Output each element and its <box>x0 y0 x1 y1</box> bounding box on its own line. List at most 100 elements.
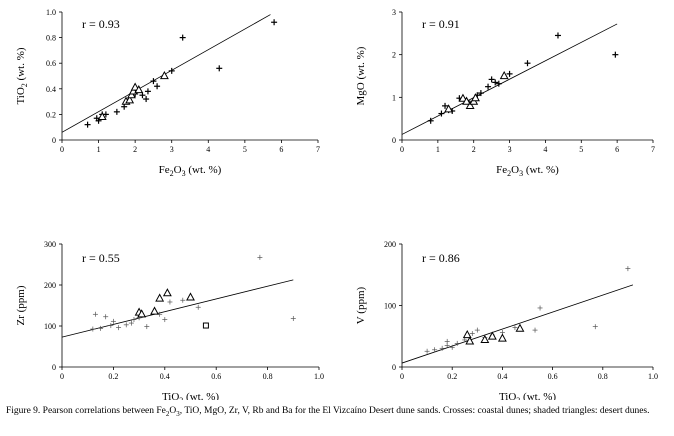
x-tick-label: 0 <box>400 145 404 154</box>
cross-point <box>444 338 450 344</box>
y-tick-label: 100 <box>384 302 396 311</box>
cross-point <box>108 323 114 329</box>
cross-point <box>92 311 98 317</box>
x-tick-label: 1.0 <box>314 372 324 381</box>
chart-panel-4: 0 0.2 0.4 0.6 0.8 1.0 0 100 200 r = 0.86 TiO2 (wt.… <box>355 240 658 400</box>
cross-point <box>524 60 531 67</box>
cross-point <box>271 19 278 26</box>
caption-prefix: Figure 9. Pearson correlations between F… <box>6 406 166 416</box>
cross-point <box>432 347 438 353</box>
cross-point <box>532 327 538 333</box>
triangle-point <box>462 329 472 339</box>
cross-point <box>150 78 157 85</box>
x-tick-label: 0.4 <box>160 372 170 381</box>
x-tick-label: 7 <box>316 145 320 154</box>
triangle-point <box>458 93 468 102</box>
cross-point <box>438 110 445 117</box>
x-tick-label: 7 <box>651 145 655 154</box>
figure-caption: Figure 9. Pearson correlations between F… <box>6 405 668 420</box>
x-tick-label: 3 <box>508 145 512 154</box>
y-tick-label: 200 <box>384 240 396 249</box>
cross-point <box>113 108 120 115</box>
y-tick-label: 0 <box>52 363 56 372</box>
y-tick-label: 200 <box>44 281 56 290</box>
y-tick-label: 0 <box>392 363 396 372</box>
cross-point <box>495 80 502 87</box>
cross-point <box>180 297 186 303</box>
cross-point <box>103 314 109 320</box>
cross-point <box>144 324 150 330</box>
cross-point <box>84 121 91 128</box>
cross-point <box>290 316 296 322</box>
x-tick-label: 0 <box>60 145 64 154</box>
correlation-label: r = 0.86 <box>422 251 460 265</box>
y-tick-label: 300 <box>44 240 56 249</box>
x-tick-label: 5 <box>579 145 583 154</box>
y-tick-label: 0 <box>52 136 56 145</box>
cross-point <box>492 79 499 86</box>
x-tick-label: 0.6 <box>548 372 558 381</box>
x-tick-label: 0.8 <box>598 372 608 381</box>
y-tick-label: 0.6 <box>46 59 56 68</box>
cross-point <box>474 327 480 333</box>
triangle-point <box>155 293 165 302</box>
y-axis-label: Zr (ppm) <box>15 285 27 325</box>
cross-point <box>257 254 263 260</box>
x-tick-label: 4 <box>206 145 210 154</box>
cross-point <box>554 32 561 39</box>
cross-point <box>116 325 122 331</box>
triangle-point <box>480 334 490 344</box>
y-axis-label: TiO2 (wt. %) <box>15 47 29 104</box>
triangle-point <box>444 104 454 113</box>
cross-point <box>442 102 449 109</box>
x-tick-label: 2 <box>472 145 476 154</box>
triangle-point <box>499 70 509 80</box>
cross-point <box>625 266 631 272</box>
triangle-point <box>462 96 471 105</box>
chart-panel-2: 0 1 2 3 4 5 6 7 0 1 2 3 r = 0.91 Fe2O3 (wt. %) MgO (wt… <box>355 8 655 178</box>
regression-line <box>401 284 634 364</box>
cross-point <box>488 76 495 83</box>
x-tick-label: 6 <box>279 145 283 154</box>
triangle-point <box>137 309 147 318</box>
y-tick-label: 0.8 <box>46 34 56 43</box>
correlation-label: r = 0.55 <box>82 251 120 265</box>
y-tick-label: 3 <box>392 8 396 17</box>
cross-point <box>439 345 445 351</box>
triangle-point <box>465 336 475 345</box>
cross-point <box>143 96 150 103</box>
triangle-point <box>134 85 144 94</box>
x-tick-label: 0.2 <box>108 372 118 381</box>
x-tick-label: 6 <box>615 145 619 154</box>
cross-point <box>592 324 598 330</box>
x-tick-label: 1 <box>97 145 101 154</box>
triangle-point <box>159 70 169 80</box>
y-tick-label: 0.4 <box>46 85 56 94</box>
cross-point <box>512 325 518 331</box>
chart-panel-3: 0 0.2 0.4 0.6 0.8 1.0 0 100 200 300 r = 0.55 TiO2 (… <box>15 240 324 400</box>
y-tick-label: 1.0 <box>46 8 56 17</box>
cross-point <box>485 83 492 90</box>
figure-canvas: 0 1 2 3 4 5 6 7 0 0.2 0.4 0.6 0.8 1.0 r = 0.93 Fe2O3 (w… <box>15 8 658 400</box>
caption-suffix: , TiO, MgO, Zr, V, Rb and Ba for the El … <box>179 406 650 416</box>
cross-point <box>506 70 513 77</box>
triangle-point <box>162 288 172 297</box>
cross-point <box>128 320 134 326</box>
triangle-point <box>465 100 475 109</box>
cross-point <box>216 65 223 72</box>
cross-point <box>144 88 151 95</box>
triangle-point <box>515 323 525 332</box>
y-tick-label: 1 <box>392 93 396 102</box>
cross-point <box>427 117 434 124</box>
chart-panel-1: 0 1 2 3 4 5 6 7 0 0.2 0.4 0.6 0.8 1.0 r = 0.93 Fe2O3 (w… <box>15 8 320 178</box>
cross-point <box>121 103 128 110</box>
x-tick-label: 1.0 <box>648 372 658 381</box>
y-axis-label: MgO (wt. %) <box>355 46 367 105</box>
cross-point <box>462 337 468 343</box>
cross-point <box>90 326 96 332</box>
regression-line <box>401 23 618 135</box>
cross-point <box>424 348 430 354</box>
x-tick-label: 0 <box>400 372 404 381</box>
y-tick-label: 100 <box>44 322 56 331</box>
y-axis-label: V (ppm) <box>355 286 367 324</box>
